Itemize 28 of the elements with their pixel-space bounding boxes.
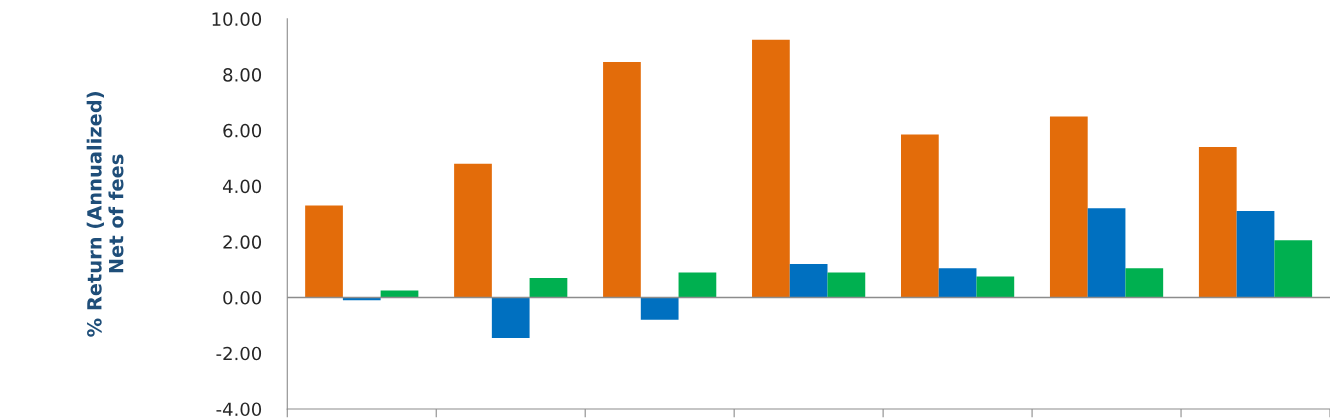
bar <box>1198 147 1237 298</box>
bar <box>640 297 679 320</box>
bar <box>454 163 492 298</box>
y-tick-label: -4.00 <box>216 402 262 417</box>
bar <box>529 277 568 298</box>
bar <box>827 272 866 298</box>
bar <box>603 62 641 298</box>
bar <box>305 205 343 298</box>
bar <box>976 276 1015 298</box>
y-tick-label: -2.00 <box>216 346 262 361</box>
bar <box>1236 211 1275 298</box>
y-tick-label: 6.00 <box>223 123 262 138</box>
bar <box>938 268 977 298</box>
y-tick-label: 10.00 <box>212 12 262 26</box>
bar <box>491 297 530 338</box>
y-axis-title: % Return (Annualized) Net of fees <box>86 92 124 337</box>
bar <box>1087 208 1126 298</box>
y-tick-label: 2.00 <box>223 235 262 249</box>
y-tick-label: 0.00 <box>223 290 262 305</box>
bar <box>752 39 790 298</box>
bar <box>789 264 828 298</box>
bar <box>1125 268 1164 298</box>
bar <box>1049 116 1088 298</box>
bar <box>901 134 939 298</box>
y-tick-label: 4.00 <box>222 179 262 194</box>
bar <box>1274 240 1313 298</box>
bar <box>678 272 717 298</box>
y-tick-label: 8.00 <box>223 68 262 82</box>
